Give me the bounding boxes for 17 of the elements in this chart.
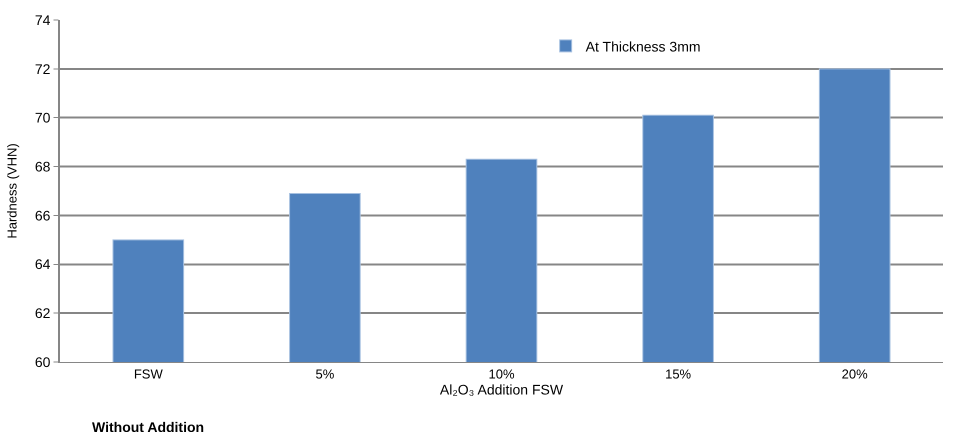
y-tick-label: 60 — [34, 354, 51, 370]
legend-label: At Thickness 3mm — [586, 38, 701, 54]
y-tick-label: 70 — [34, 110, 51, 126]
x-tick-label: 5% — [316, 366, 335, 382]
x-tick-label: 20% — [842, 366, 868, 382]
y-tick-label: 68 — [34, 158, 51, 174]
y-axis-title: Hardness (VHN) — [4, 143, 20, 239]
y-tick-label: 64 — [34, 256, 51, 272]
y-tick-label: 74 — [34, 12, 51, 28]
y-tick-label: 62 — [34, 305, 51, 322]
x-tick-label: 10% — [488, 366, 515, 382]
x-axis-title: Al₂O₃ Addition FSW — [440, 382, 564, 398]
x-tick-label: 15% — [665, 366, 692, 382]
y-tick-label: 66 — [34, 207, 51, 224]
x-tick-label: FSW — [134, 366, 164, 382]
y-tick-label: 72 — [34, 60, 51, 77]
text: Without Addition — [92, 419, 204, 432]
